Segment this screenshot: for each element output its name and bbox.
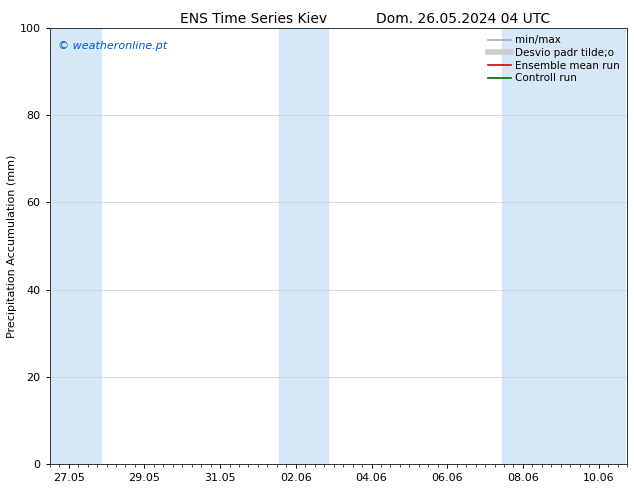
Legend: min/max, Desvio padr tilde;o, Ensemble mean run, Controll run: min/max, Desvio padr tilde;o, Ensemble m… — [486, 33, 622, 85]
Text: © weatheronline.pt: © weatheronline.pt — [58, 41, 167, 51]
Text: ENS Time Series Kiev: ENS Time Series Kiev — [180, 12, 327, 26]
Text: Dom. 26.05.2024 04 UTC: Dom. 26.05.2024 04 UTC — [376, 12, 550, 26]
Bar — [279, 28, 328, 464]
Bar — [502, 28, 625, 464]
Bar — [49, 28, 101, 464]
Y-axis label: Precipitation Accumulation (mm): Precipitation Accumulation (mm) — [7, 154, 17, 338]
